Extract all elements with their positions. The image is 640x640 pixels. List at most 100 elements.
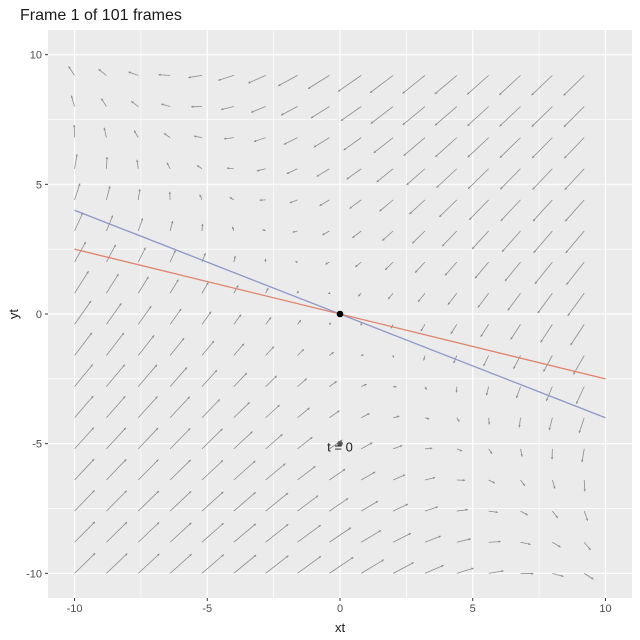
vector-arrow [531, 106, 553, 127]
vector-arrow [106, 364, 126, 387]
vector-arrow [501, 230, 521, 253]
vector-arrowhead [563, 93, 566, 96]
vector-arrowhead [459, 449, 463, 452]
vector-arrow [74, 490, 95, 512]
vector-arrowhead [313, 145, 317, 148]
vector-arrowhead [319, 203, 323, 206]
vector-arrowhead [532, 218, 536, 222]
vector-arrowhead [310, 115, 314, 119]
vector-arrowhead [286, 171, 290, 174]
vector-arrow [106, 553, 128, 574]
vector-arrow [402, 75, 426, 94]
vector-arrow [504, 261, 521, 282]
vector-arrow [250, 106, 266, 113]
vector-arrowhead [296, 290, 299, 294]
vector-arrowhead [131, 101, 134, 104]
vector-arrowhead [583, 489, 586, 492]
vector-arrow [480, 324, 489, 338]
vector-arrow [434, 75, 458, 95]
vector-arrow [106, 215, 114, 232]
vector-arrowhead [223, 137, 227, 140]
vector-arrowhead [501, 570, 504, 573]
vector-arrow [499, 137, 521, 159]
vector-arrowhead [123, 427, 126, 431]
vector-arrowhead [199, 194, 202, 198]
vector-arrowhead [211, 340, 215, 344]
vector-arrow [137, 396, 158, 419]
vector-arrowhead [315, 495, 319, 498]
vector-arrowhead [415, 270, 418, 273]
vector-arrow [537, 293, 553, 314]
vector-arrow [567, 293, 585, 317]
vector-arrowhead [346, 177, 350, 180]
vector-arrowhead [520, 454, 523, 457]
vector-arrowhead [345, 498, 349, 501]
vector-arrow [564, 168, 585, 191]
vector-arrowhead [161, 103, 164, 106]
vector-arrow [265, 375, 278, 387]
vector-arrowhead [361, 354, 364, 357]
vector-arrowhead [312, 466, 316, 469]
vector-arrowhead [105, 156, 109, 160]
vector-arrow [297, 495, 319, 512]
vector-arrow [340, 106, 362, 122]
vector-arrowhead [447, 302, 451, 305]
vector-arrowhead [435, 154, 438, 157]
vector-arrowhead [376, 179, 379, 183]
vector-arrow [233, 401, 251, 419]
vector-arrowhead [563, 124, 567, 127]
vector-arrowhead [103, 127, 106, 131]
vector-arrow [531, 137, 553, 159]
vector-arrowhead [550, 457, 554, 460]
vector-arrowhead [134, 130, 137, 133]
vector-arrow [169, 522, 192, 543]
vector-arrow [188, 74, 203, 78]
vector-arrowhead [537, 310, 540, 314]
vector-arrow [310, 106, 330, 119]
vector-arrowhead [498, 540, 501, 543]
vector-arrowhead [89, 332, 93, 336]
vector-arrow [343, 137, 362, 151]
vector-arrowhead [86, 271, 89, 274]
vector-arrowhead [588, 547, 591, 551]
vector-arrow [566, 261, 585, 285]
vector-arrowhead [543, 369, 546, 372]
vector-arrowhead [487, 422, 491, 425]
vector-arrow [265, 463, 286, 481]
vector-arrowhead [123, 396, 126, 399]
vector-arrow [329, 556, 354, 574]
vector-arrow [456, 538, 471, 543]
vector-arrow [329, 498, 349, 512]
vector-arrowhead [373, 150, 377, 153]
vector-arrow [498, 75, 521, 96]
vector-arrowhead [435, 506, 439, 509]
vector-arrow [74, 300, 92, 325]
vector-arrowhead [331, 352, 334, 355]
vector-arrowhead [564, 187, 567, 190]
vector-arrow [436, 168, 458, 189]
vector-arrow [329, 527, 352, 543]
vector-arrow [381, 230, 394, 241]
vector-arrowhead [73, 124, 76, 128]
vector-arrow [137, 247, 146, 263]
vector-arrowhead [364, 383, 367, 387]
vector-arrowhead [532, 155, 535, 159]
vector-arrowhead [122, 364, 125, 367]
vector-arrowhead [176, 279, 179, 283]
vector-arrowhead [540, 339, 543, 343]
vector-arrowhead [465, 508, 468, 512]
vector-arrow [435, 137, 458, 158]
vector-arrow [201, 554, 225, 574]
vector-arrowhead [108, 186, 111, 189]
vector-arrow [137, 522, 160, 543]
vector-arrow [406, 168, 426, 186]
vector-arrowhead [382, 238, 385, 241]
y-axis: -10 -5 0 5 10 [26, 50, 48, 580]
vector-arrow [265, 404, 280, 419]
vector-arrow [233, 372, 248, 387]
vector-arrowhead [91, 395, 94, 399]
vector-arrowhead [391, 355, 395, 358]
vector-arrowhead [531, 124, 535, 127]
vector-arrowhead [408, 533, 411, 536]
